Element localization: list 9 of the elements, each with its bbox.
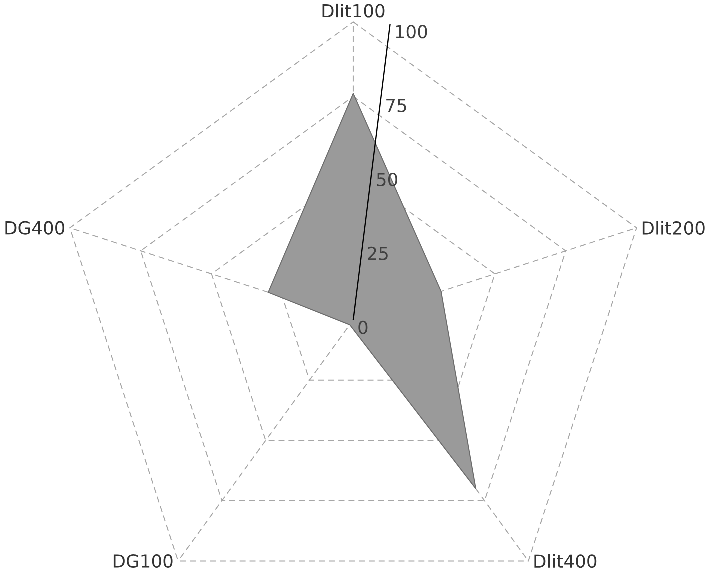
spoke-label: Dlit400 bbox=[534, 554, 597, 568]
spoke-label: DG100 bbox=[114, 554, 173, 568]
y-tick-label: 25 bbox=[368, 246, 388, 260]
y-tick-label: 75 bbox=[386, 99, 406, 112]
y-tick-label: 100 bbox=[396, 25, 428, 39]
spoke-label: DG400 bbox=[6, 221, 65, 235]
spoke-label: Dlit200 bbox=[642, 221, 705, 235]
spoke-label: Dlit100 bbox=[322, 4, 385, 18]
y-tick-label: 0 bbox=[358, 320, 368, 334]
